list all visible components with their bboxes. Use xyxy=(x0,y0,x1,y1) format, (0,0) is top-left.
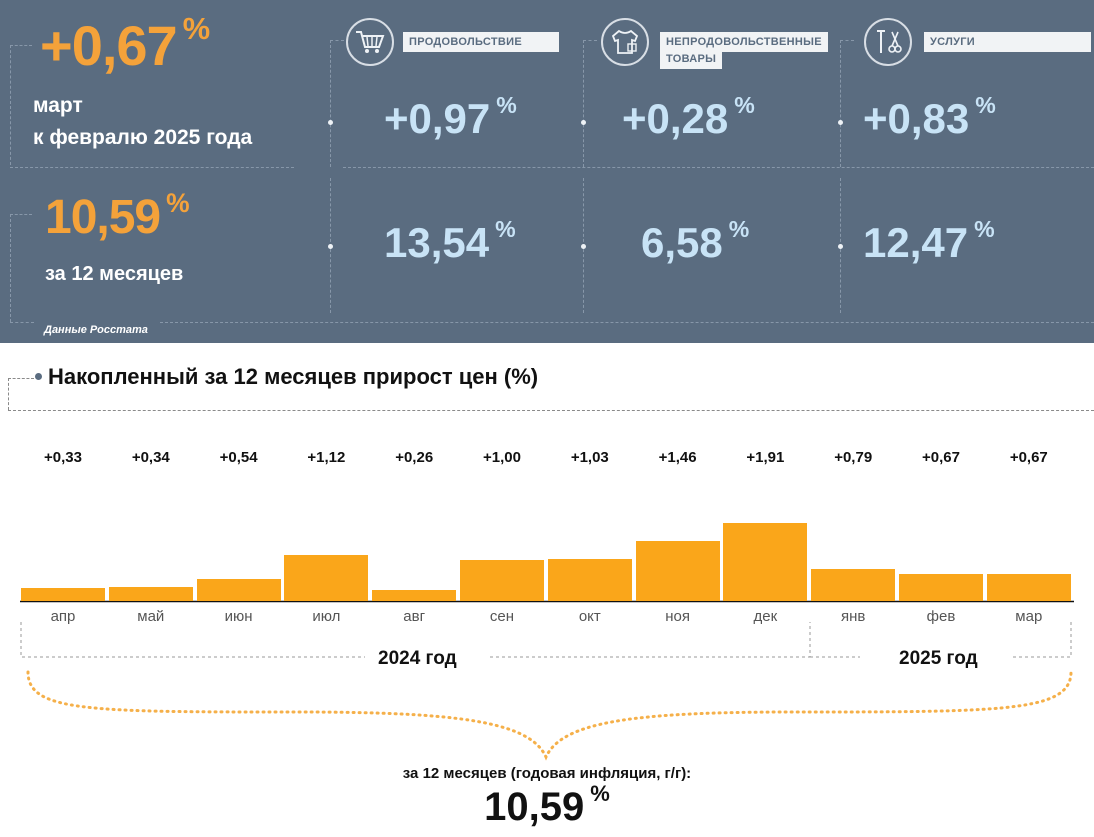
divider xyxy=(840,40,854,41)
value-label: +1,12 xyxy=(307,449,346,466)
bar-дек xyxy=(723,523,808,601)
divider xyxy=(8,410,1094,411)
month-label: сен xyxy=(489,608,515,625)
monthly-inflation-value: +0,67% xyxy=(40,11,210,77)
nonfood-monthly-value: +0,28% xyxy=(622,92,755,142)
monthly-period-caption: март к февралю 2025 года xyxy=(33,94,253,149)
value-label: +1,91 xyxy=(746,449,785,466)
bullet-dot xyxy=(328,244,333,249)
year-label-2025: 2025 год xyxy=(887,648,990,670)
value-label: +0,34 xyxy=(131,449,170,466)
category-label-services: УСЛУГИ xyxy=(924,32,1091,52)
divider xyxy=(583,40,584,167)
bullet-dot xyxy=(838,120,843,125)
year-label-2024: 2024 год xyxy=(366,648,469,670)
scissors-tools-icon xyxy=(864,18,912,66)
divider xyxy=(10,322,34,323)
month-label: окт xyxy=(578,608,601,625)
value-label: +1,00 xyxy=(483,449,521,466)
nonfood-annual-value: 6,58% xyxy=(641,216,750,266)
bullet-dot xyxy=(328,120,333,125)
food-annual-value: 13,54% xyxy=(384,216,516,266)
category-label-nonfood: НЕПРОДОВОЛЬСТВЕННЫЕ xyxy=(660,32,828,52)
bar-сен xyxy=(460,560,544,601)
bullet-dot xyxy=(838,244,843,249)
month-label: ноя xyxy=(665,608,690,625)
bar-май xyxy=(108,587,193,601)
divider xyxy=(10,167,294,168)
annual-caption: за 12 месяцев xyxy=(45,263,184,285)
divider xyxy=(840,40,841,167)
summary-panel: +0,67% март к февралю 2025 года 10,59% з… xyxy=(0,0,1094,343)
bar-окт xyxy=(547,558,632,601)
month-label: фев xyxy=(926,608,956,625)
clothing-icon xyxy=(601,18,649,66)
services-annual-value: 12,47% xyxy=(863,216,995,266)
divider xyxy=(160,322,1094,323)
value-label: +0,67 xyxy=(1009,449,1048,466)
month-label: май xyxy=(137,608,165,625)
data-source: Данные Росстата xyxy=(44,324,148,336)
bullet-dot xyxy=(581,244,586,249)
bar-мар xyxy=(986,573,1071,601)
divider xyxy=(10,214,11,322)
month-label: авг xyxy=(403,608,426,625)
services-monthly-value: +0,83% xyxy=(863,92,996,142)
category-label-nonfood-line2: ТОВАРЫ xyxy=(660,49,723,69)
divider xyxy=(10,45,32,46)
bar-июн xyxy=(196,578,281,601)
divider xyxy=(8,378,9,410)
title-bullet xyxy=(35,373,42,380)
divider xyxy=(343,167,1094,168)
annual-inflation-total: 10,59% xyxy=(484,781,610,829)
annual-inflation-caption: за 12 месяцев (годовая инфляция, г/г): xyxy=(402,765,692,782)
value-label: +0,79 xyxy=(834,449,873,466)
divider xyxy=(8,378,34,379)
bar-авг xyxy=(372,590,457,601)
bar-июл xyxy=(284,555,369,601)
month-label: апр xyxy=(50,608,76,625)
value-label: +0,33 xyxy=(44,449,82,466)
bar-янв xyxy=(811,568,896,601)
category-label-food: ПРОДОВОЛЬСТВИЕ xyxy=(403,32,559,52)
value-label: +0,67 xyxy=(922,449,960,466)
divider xyxy=(583,40,597,41)
value-label: +1,46 xyxy=(658,449,697,466)
shopping-cart-icon xyxy=(346,18,394,66)
bullet-dot xyxy=(581,120,586,125)
value-label: +0,54 xyxy=(219,449,258,466)
total-brace xyxy=(26,670,1073,761)
divider xyxy=(10,45,11,165)
bar-фев xyxy=(899,573,983,601)
month-label: дек xyxy=(753,608,778,625)
bar-ноя xyxy=(635,541,720,601)
bar-апр xyxy=(21,587,105,601)
value-label: +0,26 xyxy=(395,449,434,466)
chart-title: Накопленный за 12 месяцев прирост цен (%… xyxy=(48,364,539,389)
month-label: июн xyxy=(224,608,253,625)
month-label: июл xyxy=(312,608,341,625)
divider xyxy=(330,40,331,167)
month-label: мар xyxy=(1015,608,1043,625)
annual-inflation-value: 10,59% xyxy=(45,188,190,244)
food-monthly-value: +0,97% xyxy=(384,92,517,142)
divider xyxy=(330,40,344,41)
divider xyxy=(10,214,32,215)
month-label: янв xyxy=(841,608,866,625)
value-label: +1,03 xyxy=(570,449,609,466)
